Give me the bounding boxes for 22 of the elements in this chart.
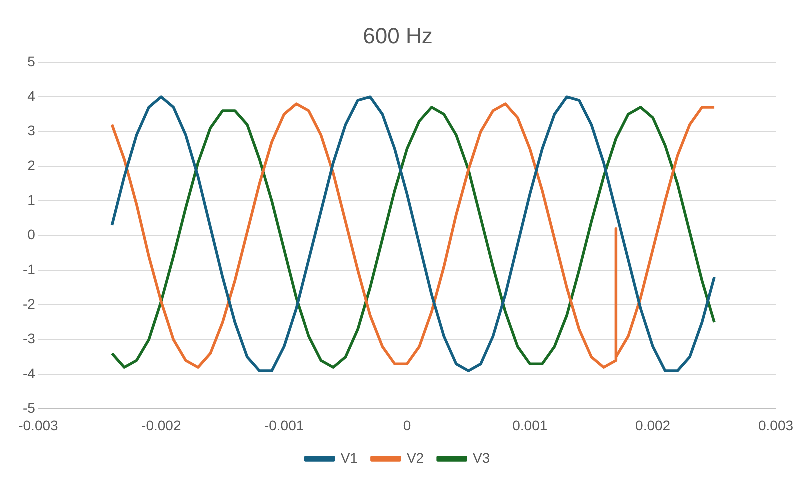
x-tick-label: -0.003 bbox=[18, 417, 59, 434]
y-tick-label: 5 bbox=[28, 53, 36, 70]
y-tick-label: 0 bbox=[28, 226, 36, 243]
y-tick-label: -4 bbox=[22, 365, 36, 382]
x-tick-label: 0.003 bbox=[758, 417, 794, 434]
y-tick-label: -3 bbox=[22, 330, 36, 347]
chart-title: 600 Hz bbox=[363, 23, 433, 48]
x-tick-label: 0.001 bbox=[512, 417, 548, 434]
legend-label: V2 bbox=[406, 450, 424, 466]
y-tick-label: -2 bbox=[22, 296, 36, 312]
x-tick-label: -0.002 bbox=[142, 417, 182, 434]
y-tick-label: 2 bbox=[28, 157, 36, 174]
x-tick-label: 0.002 bbox=[636, 417, 671, 434]
y-tick-label: 1 bbox=[28, 192, 36, 208]
y-tick-label: -1 bbox=[22, 261, 36, 278]
legend-label: V3 bbox=[473, 450, 490, 466]
y-tick-label: -5 bbox=[22, 400, 36, 416]
legend-label: V1 bbox=[340, 450, 358, 466]
y-tick-label: 3 bbox=[28, 122, 36, 139]
x-tick-label: -0.001 bbox=[264, 417, 304, 434]
x-tick-label: 0 bbox=[403, 417, 412, 434]
y-tick-label: 4 bbox=[28, 88, 36, 104]
